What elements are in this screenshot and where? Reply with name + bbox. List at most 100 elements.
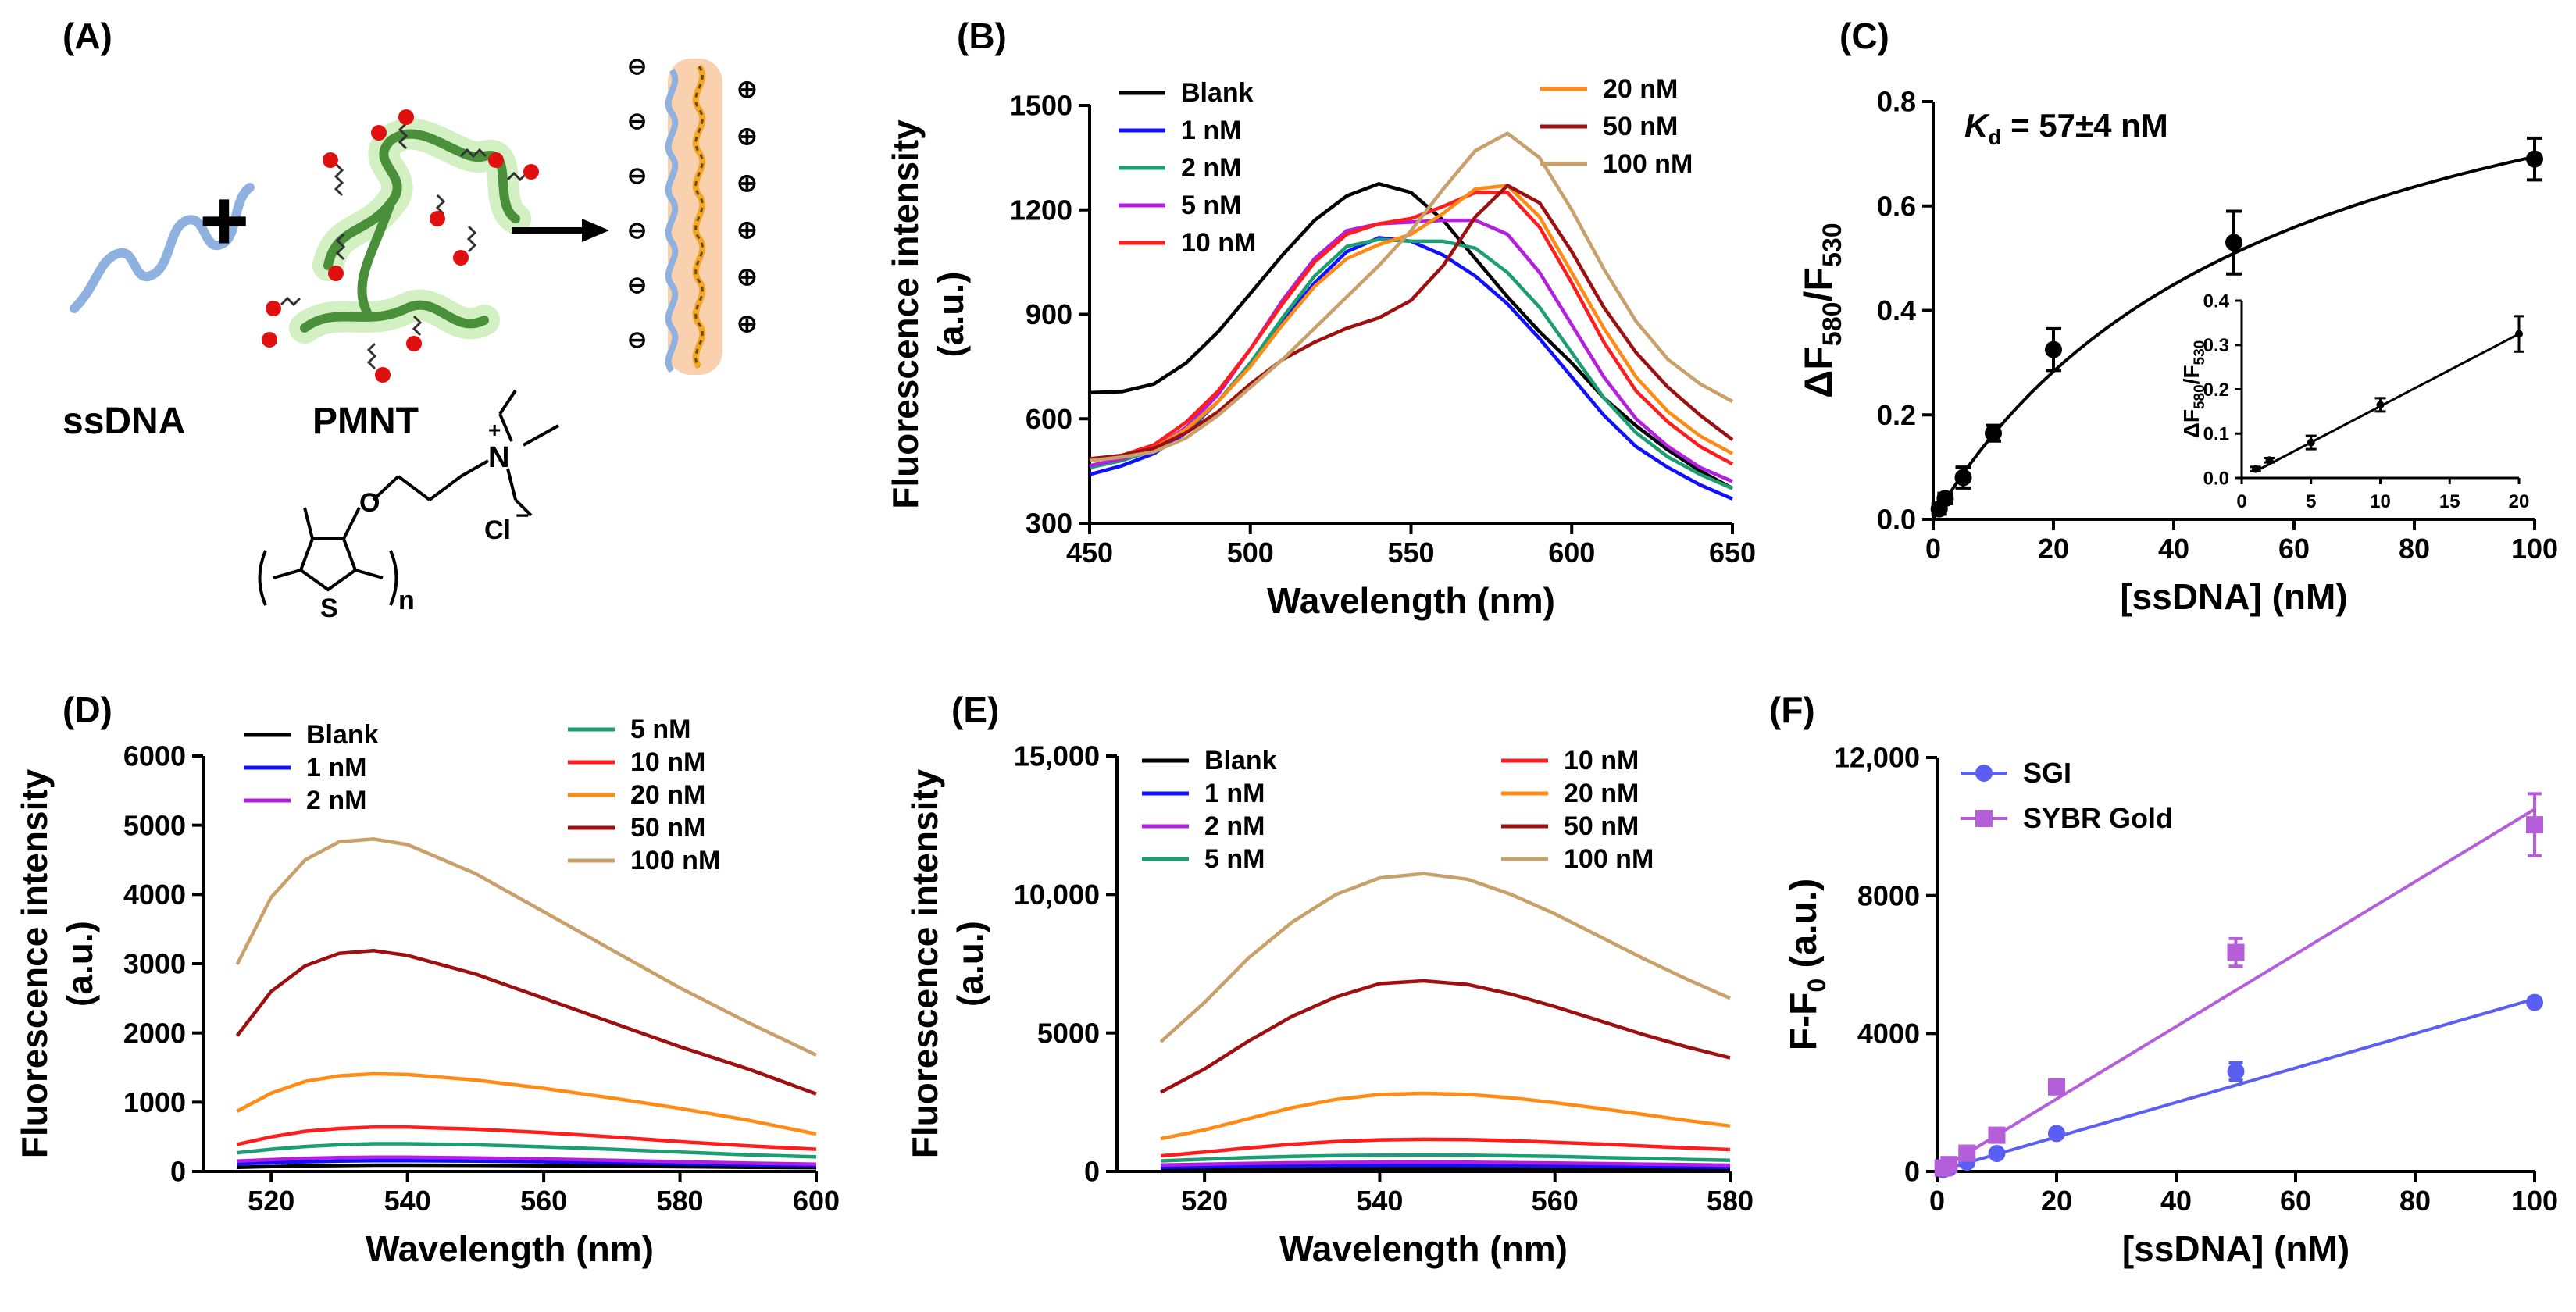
y-tick-label: 0 [1904, 1156, 1920, 1188]
cation-charges: ⊕ ⊕ ⊕ ⊕ ⊕ ⊕ [737, 75, 758, 337]
inset-y-title: ΔF580/F530 [2179, 340, 2208, 439]
oxygen-atom: O [359, 488, 380, 518]
x-tick-label: 5 [2306, 491, 2316, 512]
data-point [2526, 150, 2543, 168]
y-axis-title-unit: (a.u.) [950, 921, 990, 1007]
y-tick-label: 300 [1026, 508, 1072, 540]
chloride-label: Cl [484, 515, 511, 545]
y-tick-label: 0.6 [1877, 190, 1916, 222]
pmnt-polymer-icon [262, 109, 539, 383]
inset-data-point [2515, 330, 2523, 338]
y-tick-label: 10,000 [1014, 879, 1100, 911]
x-tick-label: 20 [2041, 1185, 2072, 1217]
data-point [2225, 234, 2242, 251]
cation-charge: ⊕ [737, 262, 758, 291]
data-point [1954, 469, 1972, 487]
legend-label: 100 nM [1564, 844, 1654, 874]
series-line [235, 837, 817, 1057]
y-tick-label: 0.8 [1877, 86, 1916, 118]
fit-line [1936, 997, 2535, 1173]
y-tick-label: 0.0 [1877, 504, 1916, 536]
y-tick-label: 1200 [1010, 194, 1072, 226]
x-tick-label: 100 [2511, 533, 2558, 565]
series-line [1161, 1166, 1731, 1171]
data-point [1940, 1156, 1958, 1174]
y-tick-label: 5000 [123, 809, 186, 841]
panel-f-label: (F) [1769, 690, 1815, 730]
x-tick-label: 0 [1925, 533, 1941, 565]
data-point [2526, 993, 2543, 1011]
series-line [1161, 1163, 1731, 1169]
data-point [1988, 1126, 2006, 1144]
y-axis-title: Fluorescence intensity [885, 119, 926, 509]
y-tick-label: 4000 [1857, 1018, 1920, 1050]
y-tick-label: 0.4 [1877, 294, 1916, 326]
cation-charge: ⊕ [737, 309, 758, 337]
y-axis-title: Fluorescence intensity [904, 768, 945, 1158]
panel-e-label: (E) [951, 690, 999, 730]
data-point [2227, 1062, 2245, 1080]
ssdna-label: ssDNA [62, 401, 185, 442]
legend-label: 5 nM [630, 715, 690, 744]
legend-label: Blank [1181, 78, 1254, 108]
x-tick-label: 450 [1066, 537, 1113, 569]
y-tick-label: 0 [170, 1156, 186, 1188]
arrow-icon [512, 219, 609, 242]
kd-annotation: Kd = 57±4 nM [1964, 107, 2168, 149]
y-tick-label: 0.4 [2203, 291, 2230, 312]
y-tick-label: 5000 [1037, 1017, 1100, 1049]
series-line [237, 1163, 817, 1170]
chart-b: 450 500 550 600 650 300 600 900 1200 1500 Waveleng… [885, 74, 1756, 621]
legend-label: 100 nM [630, 846, 720, 875]
y-tick-label: 0.2 [1877, 399, 1916, 431]
y-tick-label: 2000 [123, 1017, 186, 1049]
anion-charge: ⊖ [627, 273, 647, 298]
x-tick-label: 80 [2399, 1185, 2431, 1217]
panel-a-label: (A) [62, 16, 112, 56]
chart-c: 0 20 40 60 80 1000.00.20.40.60.8[ssDNA] (nM)Δ… [1796, 86, 2558, 617]
legend-label: 2 nM [306, 786, 366, 815]
x-tick-label: 560 [1532, 1185, 1579, 1217]
x-tick-label: 0 [2236, 491, 2246, 512]
x-tick-label: 520 [248, 1185, 294, 1217]
plus-sign: + [199, 173, 249, 269]
data-point [2227, 943, 2245, 961]
data-point [2048, 1078, 2065, 1096]
cation-charge: ⊕ [737, 122, 758, 150]
x-tick-label: 580 [657, 1185, 704, 1217]
series-line [1160, 1137, 1731, 1158]
inset-data-point [2307, 438, 2315, 447]
sulfur-atom: S [320, 594, 338, 623]
cation-charge-symbol: + [488, 418, 501, 442]
panel-b-label: (B) [957, 16, 1007, 56]
x-tick-label: 520 [1181, 1185, 1228, 1217]
x-tick-label: 580 [1707, 1185, 1754, 1217]
inset-data-point [2265, 456, 2274, 465]
chart-f: 0 20 40 60 80 100 0 4000 8000 12,000 SGI SYBR Gold [… [1783, 742, 2558, 1269]
fit-line [1936, 808, 2536, 1173]
y-title-subscript: 530 [1818, 223, 1847, 267]
cation-charge: ⊕ [737, 216, 758, 244]
y-axis-title-unit: (a.u.) [59, 921, 100, 1007]
x-tick-label: 540 [384, 1185, 431, 1217]
series-line [1089, 236, 1733, 501]
series-line [1161, 1153, 1731, 1163]
data-point [2526, 816, 2543, 834]
x-tick-label: 40 [2160, 1185, 2192, 1217]
legend-label: 1 nM [306, 753, 366, 783]
x-axis-title: Wavelength (nm) [366, 1228, 654, 1269]
anion-charge: ⊖ [627, 327, 647, 353]
repeat-subscript: n [398, 586, 415, 615]
legend-label: 50 nM [1564, 811, 1639, 841]
chart-d: 520 540 560 580 6000100020003000400050006000… [14, 715, 840, 1269]
series-line [1160, 1091, 1731, 1141]
y-tick-label: 4000 [123, 879, 186, 911]
y-axis-title-unit: (a.u.) [930, 272, 971, 358]
series-line [236, 1071, 817, 1136]
data-point [1985, 424, 2002, 442]
series-line [237, 1159, 817, 1168]
x-tick-label: 550 [1387, 537, 1434, 569]
x-tick-label: 100 [2511, 1185, 2558, 1217]
y-tick-label: 15,000 [1014, 740, 1100, 772]
x-tick-label: 60 [2278, 533, 2310, 565]
